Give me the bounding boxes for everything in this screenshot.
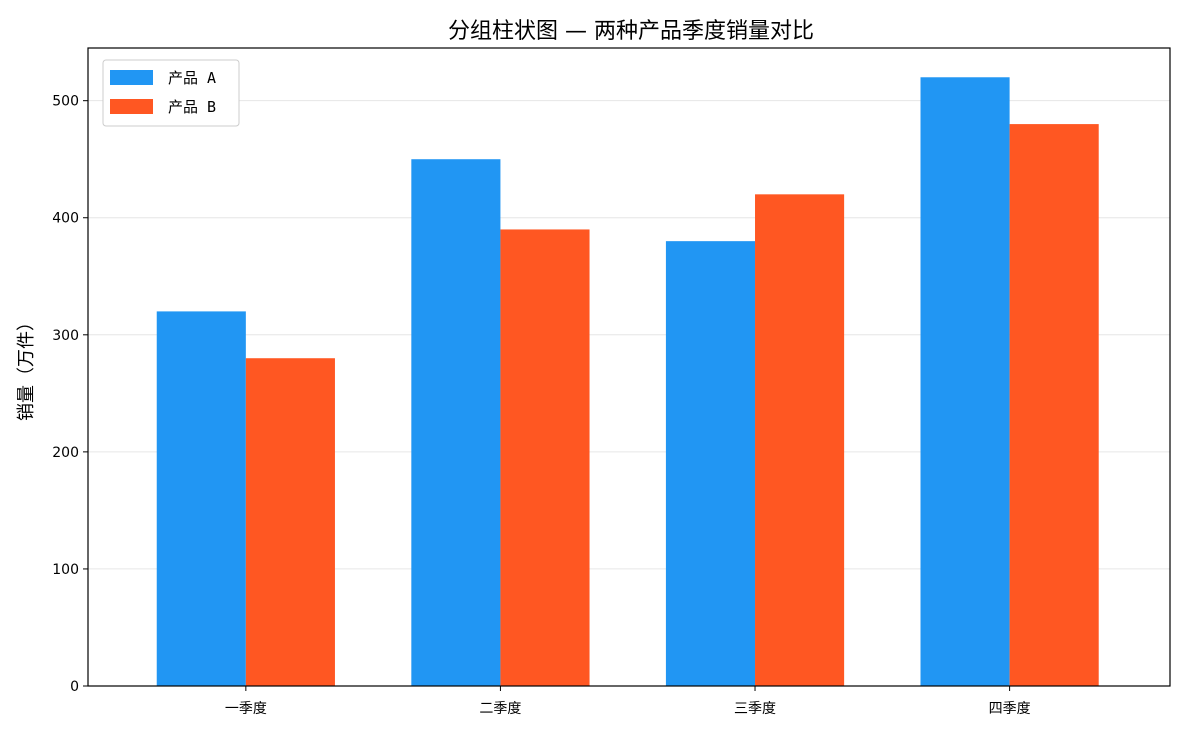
legend: 产品 A 产品 B [102,59,240,127]
chart-title: 分组柱状图 — 两种产品季度销量对比 [448,19,814,44]
x-tick-label: 三季度 [734,701,776,717]
bar-product-a [665,241,756,687]
legend-label: 产品 A [168,69,216,87]
x-tick-label: 四季度 [989,701,1031,717]
bar-product-b [500,229,590,687]
bar-product-b [755,194,845,687]
plot-frame [87,47,1171,687]
bar-product-a [156,311,246,686]
legend-swatch [110,70,153,85]
legend-label: 产品 B [168,98,216,116]
y-axis-label: 销量（万件） [16,313,37,421]
y-tick-label: 200 [52,445,79,461]
x-tick-label: 二季度 [479,701,521,717]
x-axis-ticks: 一季度 二季度 三季度 四季度 [225,686,1031,717]
y-tick-label: 300 [52,328,79,344]
y-axis-ticks: 0 100 200 300 400 500 [52,94,88,695]
bar-product-a [920,77,1010,686]
bar-product-a [411,159,501,687]
y-tick-label: 100 [52,562,79,578]
bars-group [156,77,1099,687]
bar-product-b [1009,124,1099,687]
bar-product-b [245,358,335,686]
y-tick-label: 500 [52,94,79,110]
y-tick-label: 0 [70,679,79,695]
legend-swatch [110,99,153,114]
x-tick-label: 一季度 [225,701,267,717]
y-tick-label: 400 [52,211,79,227]
